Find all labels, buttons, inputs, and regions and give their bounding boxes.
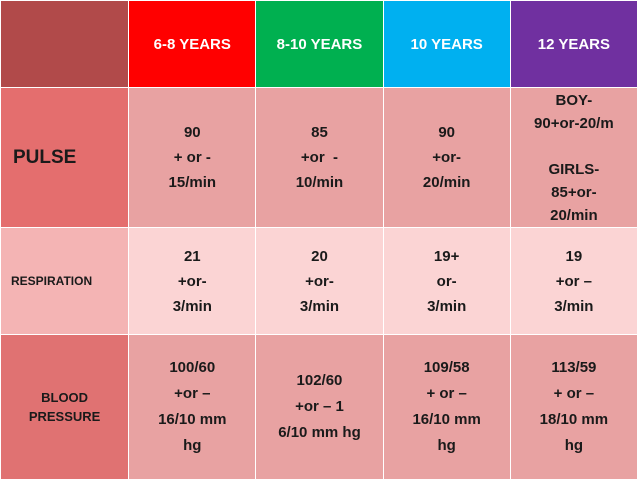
cell-line: +or – 1 [295,398,344,415]
label-line: RESPIRATION [11,274,93,288]
cell-line: +or- [432,149,462,166]
blood-pressure-label: BLOOD PRESSURE [0,334,130,480]
cell-line: +or – [174,385,211,402]
respiration-10-cell: 19+ or- 3/min [382,227,511,335]
cell-line: hg [564,437,584,454]
label-line: BLOOD [41,390,89,405]
cell-line: + or – [553,385,595,402]
cell-line: 3/min [427,297,467,315]
cell-line: hg [437,437,456,454]
respiration-label: RESPIRATION [0,227,130,335]
cell-line: +or- [305,272,334,290]
cell-line: 19 [565,247,583,265]
pulse-row: PULSE 90 + or - 15/min 85 +or - 10/min 9… [0,87,638,228]
cell-line: 20 [311,247,328,265]
cell-line: 90+or-20/m [534,114,614,132]
pulse-8-10-cell: 85 +or - 10/min [255,87,384,228]
cell-line: 10/min [295,174,344,191]
cell-line: GIRLS- [548,160,600,178]
cell-line: +or - [300,149,339,166]
blood-pressure-8-10-cell: 102/60 +or – 1 6/10 mm hg [255,334,384,480]
cell-line: 6/10 mm hg [278,424,361,441]
respiration-12-cell: 19 +or – 3/min [509,227,638,335]
header-6-8-years: 6-8 YEARS [128,0,257,88]
label-line: PULSE [13,146,77,168]
cell-line: BOY- [555,91,593,109]
cell-line: 3/min [172,297,212,315]
cell-line: 3/min [299,297,340,315]
header-row: 6-8 YEARS 8-10 YEARS 10 YEARS 12 YEARS [0,0,638,88]
blood-pressure-6-8-cell: 100/60 +or – 16/10 mm hg [128,334,257,480]
respiration-6-8-cell: 21 +or- 3/min [128,227,257,335]
blood-pressure-row: BLOOD PRESSURE 100/60 +or – 16/10 mm hg … [0,334,638,480]
cell-line: 90 [183,124,201,141]
pulse-12-cell: BOY- 90+or-20/m GIRLS- 85+or- 20/min [509,87,638,228]
cell-line: + or – [426,385,467,402]
cell-line: 21 [183,247,201,265]
cell-line: 90 [438,124,455,141]
blood-pressure-10-cell: 109/58 + or – 16/10 mm hg [382,334,511,480]
cell-line: + or - [173,149,211,166]
cell-line: hg [183,437,202,454]
pulse-10-cell: 90 +or- 20/min [382,87,511,228]
cell-line: 100/60 [169,359,216,376]
respiration-row: RESPIRATION 21 +or- 3/min 20 +or- 3/min … [0,227,638,335]
cell-line-blank [511,135,637,158]
corner-cell [0,0,130,88]
header-8-10-years: 8-10 YEARS [255,0,384,88]
header-12-years: 12 YEARS [509,0,638,88]
pulse-6-8-cell: 90 + or - 15/min [128,87,257,228]
cell-line: 3/min [554,297,594,315]
cell-line: 16/10 mm [412,411,481,428]
cell-line: 113/59 [551,359,597,376]
label-line: PRESSURE [28,409,101,424]
header-10-years: 10 YEARS [382,0,511,88]
cell-line: 20/min [550,206,598,224]
cell-line: 19+ [433,247,460,265]
cell-line: 109/58 [423,359,470,376]
cell-line: +or – [555,272,593,290]
cell-line: 85 [311,124,328,141]
cell-line: or- [436,272,457,290]
cell-line: 18/10 mm [539,411,609,428]
cell-line: 85+or- [551,183,597,201]
cell-line: 16/10 mm [158,411,227,428]
cell-line: +or- [177,272,207,290]
cell-line: 102/60 [296,372,343,389]
respiration-8-10-cell: 20 +or- 3/min [255,227,384,335]
pulse-label: PULSE [0,87,130,228]
cell-line: 20/min [422,174,471,191]
blood-pressure-12-cell: 113/59 + or – 18/10 mm hg [509,334,638,480]
cell-line: 15/min [168,174,217,191]
